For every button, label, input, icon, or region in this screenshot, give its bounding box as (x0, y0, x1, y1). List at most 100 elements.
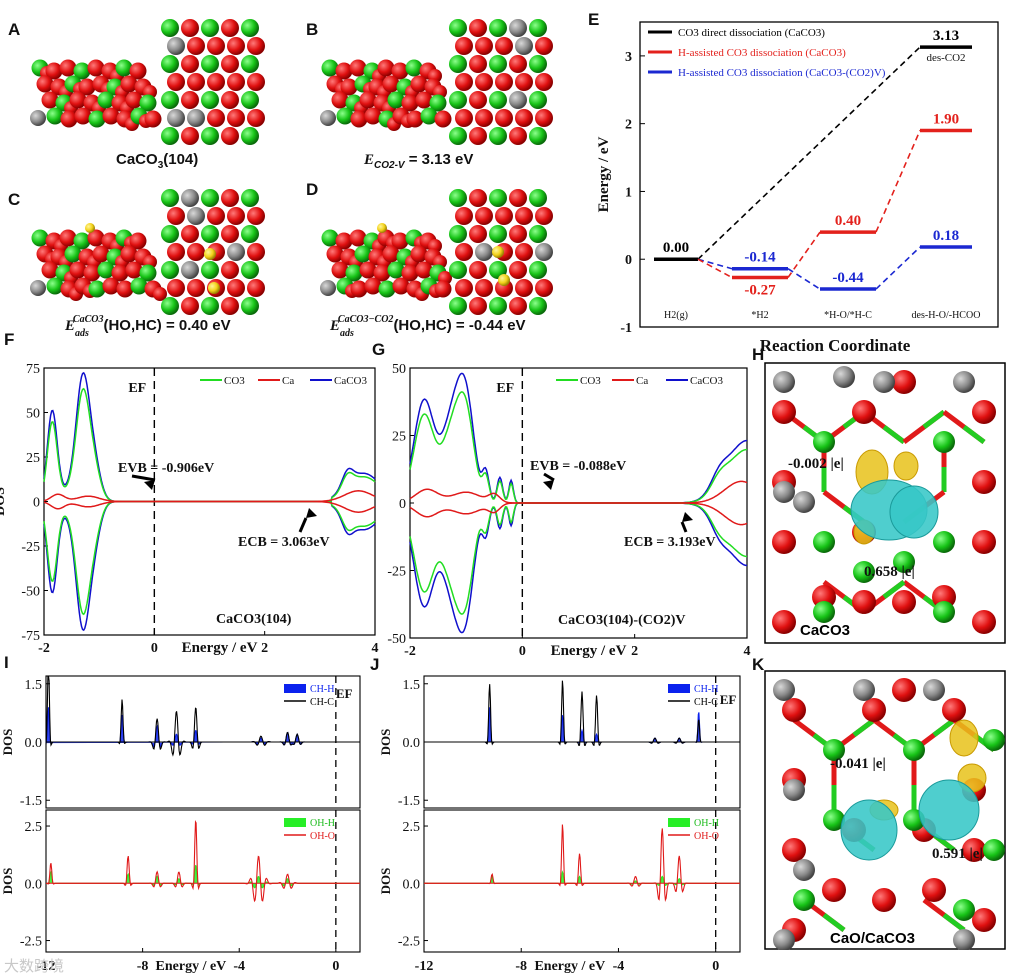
legend-label: Ca (636, 375, 648, 387)
atom (377, 59, 395, 77)
cb-arrow (298, 517, 308, 533)
atom (469, 55, 487, 73)
bond (882, 580, 906, 599)
atom (201, 261, 219, 279)
side-slab (30, 229, 167, 301)
atom (181, 55, 199, 73)
atom (227, 207, 245, 225)
x-tick-label: 0 (332, 959, 339, 974)
legend-label: CH-C (310, 697, 334, 708)
calcium-atom (903, 739, 925, 761)
atom (69, 91, 87, 109)
oxygen-atom (822, 878, 846, 902)
energy-value-label: -0.27 (744, 283, 776, 299)
atom (489, 91, 507, 109)
atom (60, 110, 78, 128)
top-slab (449, 19, 553, 145)
atom (181, 91, 199, 109)
atom (489, 225, 507, 243)
atom (495, 109, 513, 127)
atom (489, 297, 507, 315)
atom (382, 75, 400, 93)
y-tick-label: 25 (26, 451, 40, 466)
calcium-atom (933, 531, 955, 553)
y-axis-label: DOS (0, 868, 15, 895)
atom (201, 55, 219, 73)
y-tick-label: 50 (26, 407, 40, 422)
cb-arrowhead (682, 512, 693, 522)
x-tick-label: 0 (519, 644, 526, 659)
watermark: 大数跨境 (4, 957, 65, 975)
panel-label-f: F (4, 330, 15, 349)
atom (247, 109, 265, 127)
atom (515, 37, 533, 55)
oxygen-atom (972, 400, 996, 424)
atom (455, 279, 473, 297)
atom (489, 55, 507, 73)
atom (495, 37, 513, 55)
atom (221, 55, 239, 73)
atom (406, 110, 424, 128)
panel-label-i: I (4, 653, 9, 672)
atom (247, 207, 265, 225)
atom (115, 59, 133, 77)
caption-a: CaCO3(104) (116, 151, 198, 171)
oxygen-atom (862, 698, 886, 722)
oxygen-atom (892, 678, 916, 702)
structure-panels: CaCO3(104) ECO2-V = 3.13 eV EadsCaCO3(HO… (30, 19, 553, 339)
atom (405, 59, 423, 77)
category-label: *H2 (751, 310, 768, 321)
dos-curve-co3 (409, 502, 748, 615)
legend-label: CH-H (310, 684, 334, 695)
y-axis-label: DOS (0, 729, 15, 756)
atom (187, 207, 205, 225)
atom (495, 207, 513, 225)
energy-value-label: 0.40 (835, 213, 861, 229)
x-tick-label: 0 (151, 641, 158, 656)
bond (882, 425, 906, 444)
atom (529, 127, 547, 145)
atom (515, 279, 533, 297)
atom (469, 19, 487, 37)
legend-label: CH-H (694, 684, 718, 695)
carbon-atom (773, 679, 795, 701)
category-label: *H-O/*H-C (824, 310, 872, 321)
atom (498, 274, 510, 286)
calcium-atom (813, 531, 835, 553)
atom (161, 261, 179, 279)
atom (161, 91, 179, 109)
plot-frame (423, 809, 741, 953)
x-tick-label: -4 (233, 959, 245, 974)
calcium-atom (813, 431, 835, 453)
y-axis-label: DOS (372, 488, 374, 517)
des-co2-label: des-CO2 (926, 52, 965, 64)
legend-label: OH-O (694, 831, 719, 842)
atom (207, 109, 225, 127)
atom (529, 19, 547, 37)
atom (429, 94, 447, 112)
y-tick-label: 75 (26, 362, 40, 377)
atom (161, 55, 179, 73)
y-tick-label: 2.5 (25, 820, 43, 835)
legend-swatch (284, 818, 306, 827)
oxygen-atom (892, 370, 916, 394)
y-tick-label: 0 (33, 496, 40, 511)
atom (515, 243, 533, 261)
legend-label: H-assisted CO3 dissociation (CaCO3-(CO2)… (678, 67, 886, 79)
panel-label-a: A (8, 20, 21, 39)
y-tick-label: 0.0 (403, 877, 421, 892)
panel-label-b: B (306, 20, 319, 39)
atom (378, 280, 396, 298)
charge-density-h: -0.002 |e| 0.658 |e| (764, 362, 1006, 644)
oxygen-atom (972, 470, 996, 494)
bond (822, 913, 846, 932)
energy-profile-chart: -1 0 1 2 3 Energy / eV Reaction Coordinate H2(g… (596, 21, 999, 355)
y-tick-label: 0 (625, 253, 632, 268)
atom (221, 261, 239, 279)
bond (852, 718, 876, 737)
atom (350, 280, 368, 298)
pdos-chart-j: -1.5 0.0 1.5 DOS CH-H CH-C -2.5 0.0 2.5 DOS OH-H OH… (378, 675, 741, 974)
atom (247, 279, 265, 297)
calcium-atom (953, 899, 975, 921)
dos-curve-caco3 (43, 500, 376, 632)
